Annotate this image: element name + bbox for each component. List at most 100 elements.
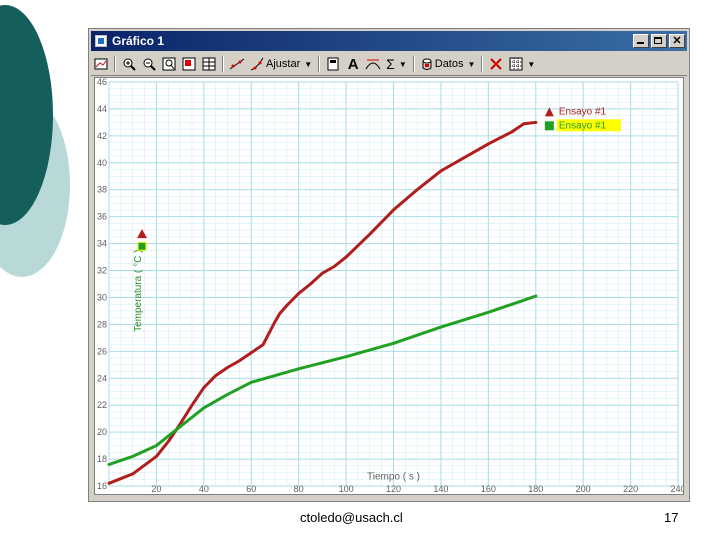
graph-toolbar: Ajustar ▼ A Σ ▼ Datos ▼ ▼: [91, 53, 687, 76]
data-point: [237, 359, 241, 363]
data-point: [332, 265, 336, 268]
data-dropdown[interactable]: Datos ▼: [418, 57, 479, 71]
page-number: 17: [664, 510, 679, 525]
y-tick-label: 18: [97, 454, 107, 464]
zoom-in-button[interactable]: [120, 55, 138, 73]
data-point: [166, 440, 170, 443]
data-point: [202, 406, 206, 410]
window-titlebar[interactable]: Gráfico 1 ✕: [91, 31, 687, 51]
graph-window: Gráfico 1 ✕ Ajus: [88, 28, 690, 502]
y-tick-label: 26: [97, 346, 107, 356]
zoom-out-icon: [143, 58, 156, 71]
data-table-icon: [202, 57, 216, 71]
data-point: [510, 130, 514, 134]
y-tick-label: 28: [97, 319, 107, 329]
data-set-icon: [422, 58, 432, 70]
window-title: Gráfico 1: [112, 34, 165, 48]
footer-email: ctoledo@usach.cl: [300, 510, 403, 525]
x-tick-label: 120: [386, 484, 401, 494]
toolbar-divider: [114, 56, 116, 72]
data-point: [178, 425, 182, 429]
data-point: [463, 156, 467, 159]
data-point: [534, 294, 538, 298]
x-tick-label: 240: [670, 484, 683, 494]
y-tick-label: 16: [97, 481, 107, 491]
toolbar-divider: [318, 56, 321, 72]
data-point: [486, 310, 490, 314]
y-tick-label: 46: [97, 78, 107, 87]
y-tick-label: 42: [97, 131, 107, 141]
data-point: [439, 325, 443, 329]
data-point: [534, 121, 538, 124]
delete-icon: [490, 58, 503, 70]
close-button[interactable]: ✕: [669, 34, 685, 48]
zoom-out-button[interactable]: [140, 55, 158, 73]
y-tick-label: 22: [97, 400, 107, 410]
data-point: [344, 355, 348, 359]
data-point: [392, 208, 395, 212]
linear-fit-button[interactable]: [228, 55, 246, 73]
chevron-down-icon: ▼: [527, 59, 536, 69]
adjust-dropdown[interactable]: Ajustar ▼: [247, 57, 315, 71]
plot-area[interactable]: 16 18 20 22 24 26 28 30 32 34 36 38 40 42 44 46 20 40 60 80…: [94, 77, 684, 495]
zoom-in-icon: [123, 58, 136, 71]
adjust-label: Ajustar: [266, 58, 301, 70]
data-point: [273, 374, 277, 377]
data-point: [522, 298, 526, 302]
data-point: [107, 463, 111, 466]
tangent-button[interactable]: [364, 55, 382, 73]
graph-options-icon: [94, 58, 108, 70]
text-tool-icon: A: [347, 55, 359, 73]
x-tick-label: 200: [576, 484, 591, 494]
line-chart[interactable]: 16 18 20 22 24 26 28 30 32 34 36 38 40 42 44 46 20 40 60 80…: [95, 78, 683, 494]
delete-button[interactable]: [487, 55, 505, 73]
y-tick-label: 34: [97, 239, 107, 249]
data-point: [439, 169, 443, 173]
data-point: [202, 386, 206, 390]
data-point: [486, 142, 490, 146]
data-table-button[interactable]: [200, 55, 218, 73]
toolbar-divider: [412, 56, 415, 72]
data-point: [278, 312, 282, 316]
x-tick-label: 180: [528, 484, 543, 494]
y-tick-label: 32: [97, 266, 107, 276]
tangent-icon: [365, 59, 381, 70]
x-tick-label: 100: [339, 484, 354, 494]
minimize-button[interactable]: [633, 34, 649, 48]
toolbar-divider: [222, 56, 224, 72]
maximize-button[interactable]: [651, 34, 667, 48]
data-point: [522, 122, 526, 126]
data-point: [297, 292, 301, 295]
data-point: [285, 304, 289, 307]
toolbar-divider: [481, 56, 484, 72]
chevron-down-icon: ▼: [304, 59, 313, 69]
statistics-dropdown[interactable]: Σ ▼: [383, 56, 410, 72]
x-axis-label: Tiempo ( s ): [367, 471, 420, 482]
data-point: [155, 444, 158, 447]
legend-highlight: [556, 119, 621, 132]
autoscale-icon: [162, 57, 176, 71]
linear-fit-icon: [229, 58, 245, 70]
x-tick-label: 20: [151, 484, 161, 494]
data-point: [107, 481, 111, 485]
data-point: [249, 351, 253, 355]
text-tool-button[interactable]: A: [344, 55, 362, 73]
grid-dropdown[interactable]: ▼: [506, 57, 538, 71]
autoscale-button[interactable]: [160, 55, 178, 73]
data-label: Datos: [434, 58, 464, 70]
x-tick-label: 140: [433, 484, 448, 494]
y-tick-label: 24: [97, 373, 107, 383]
zoom-box-button[interactable]: [180, 55, 198, 73]
data-point: [214, 374, 218, 377]
y-axis-label: Temperatura ( °C ): [133, 250, 144, 332]
data-point: [131, 454, 135, 458]
data-point: [344, 255, 348, 259]
graph-options-button[interactable]: [92, 55, 110, 73]
series-red-axis-marker: [137, 229, 147, 239]
y-tick-label: 44: [97, 104, 107, 114]
calculator-button[interactable]: [324, 55, 342, 73]
data-point: [392, 341, 395, 345]
x-tick-label: 80: [294, 484, 304, 494]
data-point: [320, 271, 324, 275]
legend-label: Ensayo #1: [559, 120, 607, 131]
